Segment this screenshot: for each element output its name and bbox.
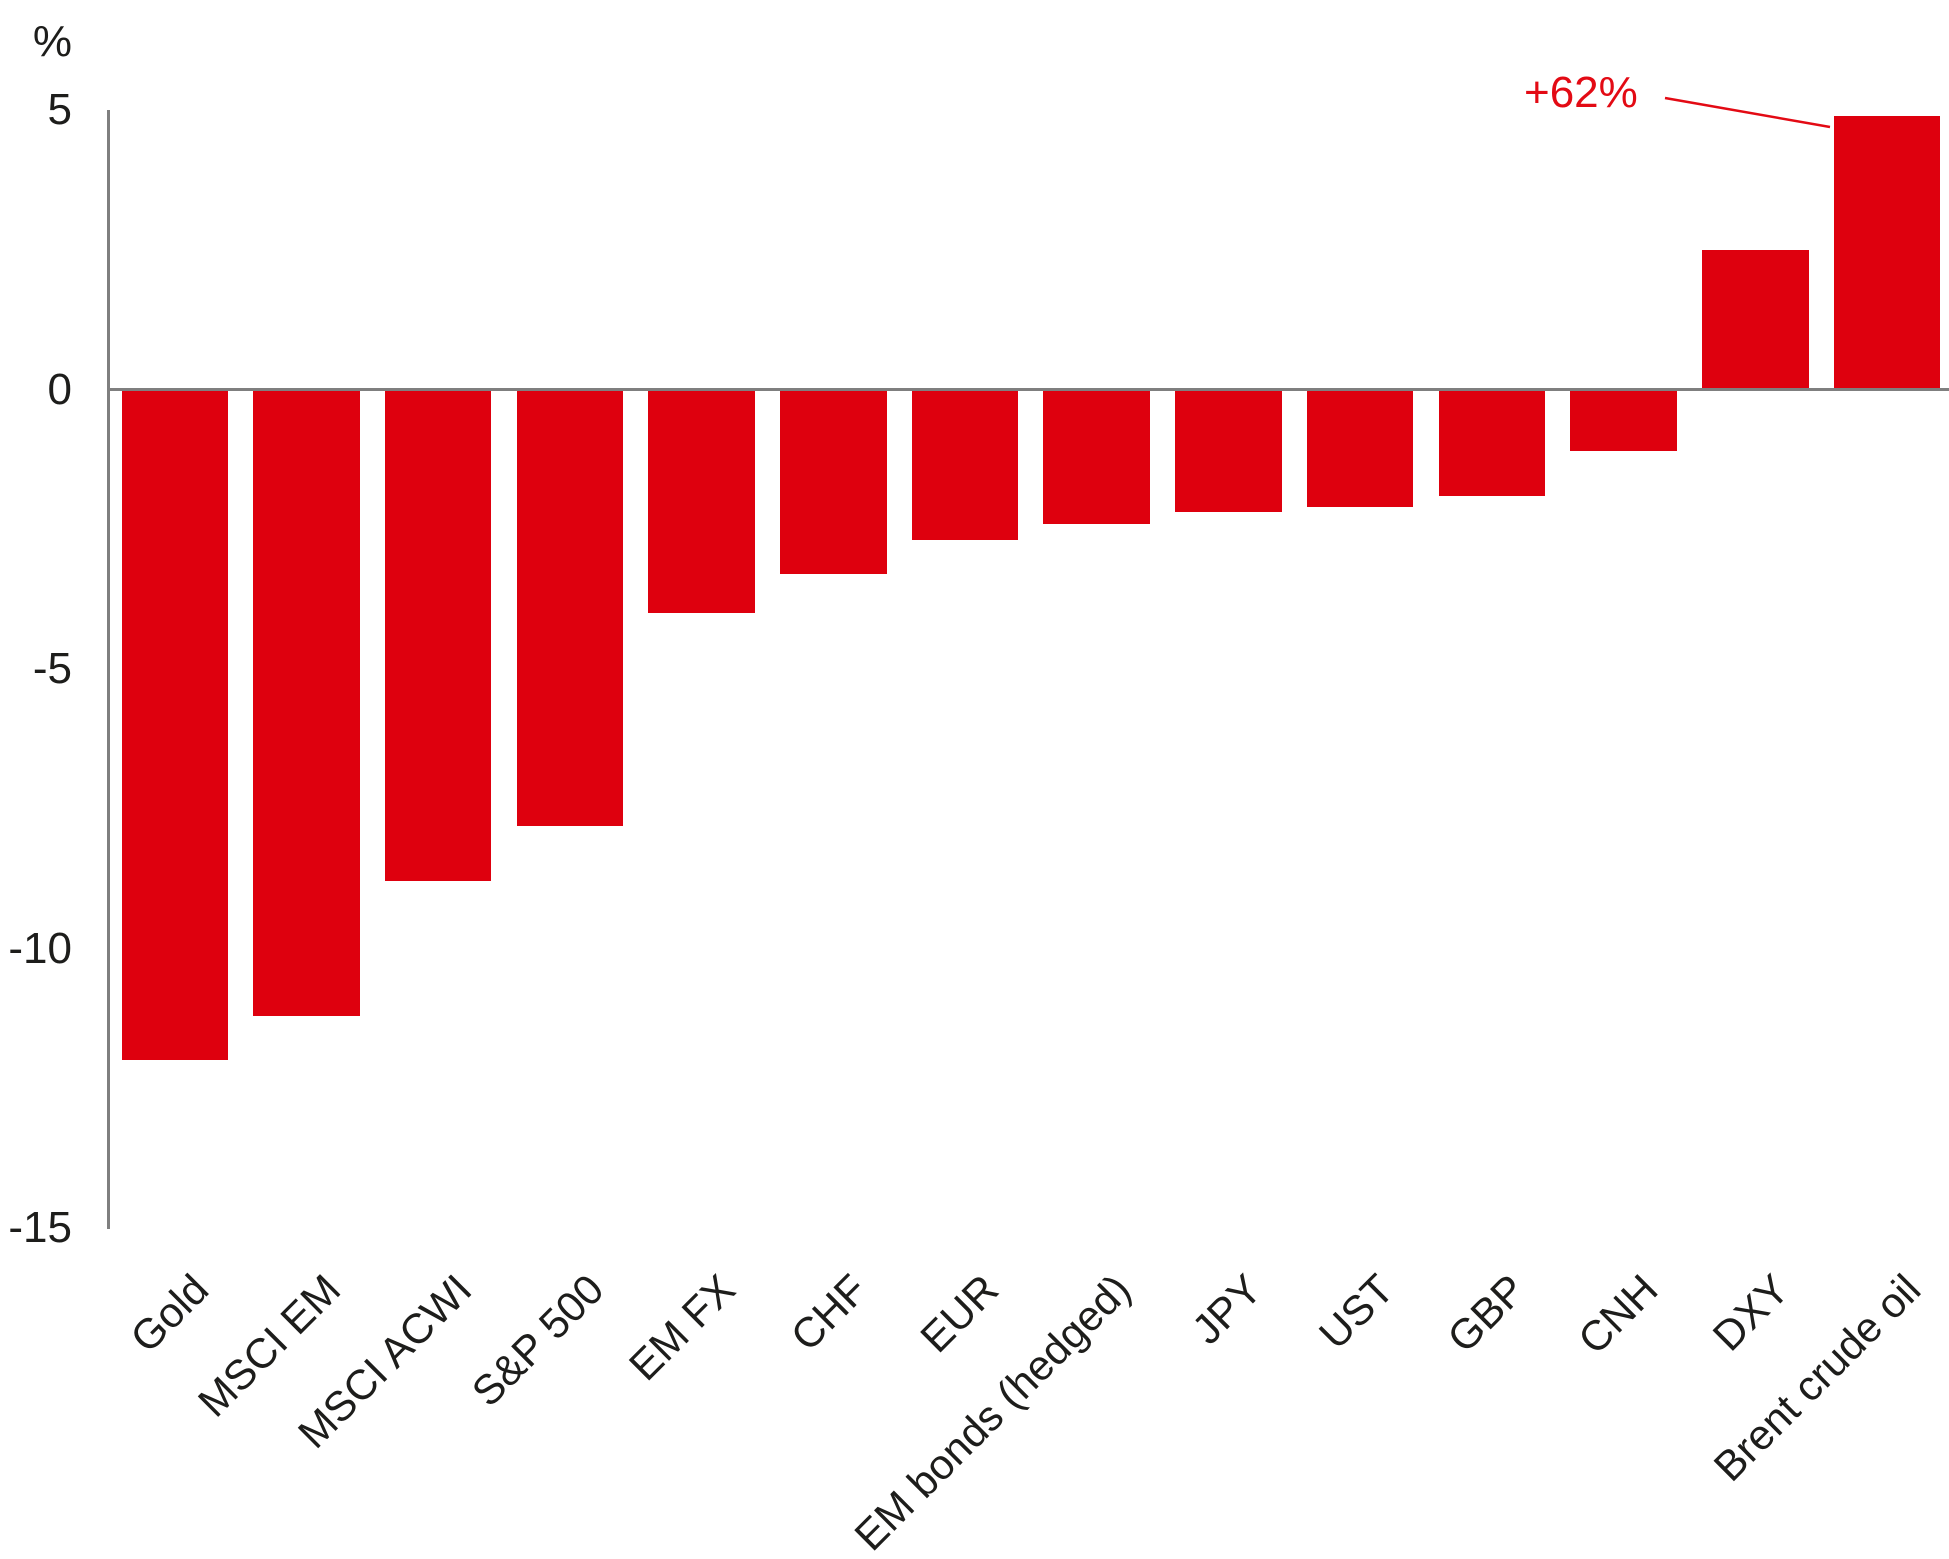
bar-jpy — [1175, 389, 1282, 513]
y-tick-label--15: -15 — [8, 1203, 72, 1252]
bar-s-p-500 — [516, 389, 624, 826]
x-tick-label-cnh: CNH — [1568, 1265, 1667, 1363]
y-tick-label--10: -10 — [8, 923, 72, 973]
zero-baseline — [107, 388, 1949, 391]
x-tick-label-eur: EUR — [911, 1265, 1008, 1362]
x-tick-label-dxy: DXY — [1703, 1265, 1798, 1360]
x-tick-label-s-p-500: S&P 500 — [462, 1265, 613, 1416]
bar-chf — [780, 389, 887, 574]
x-tick-label-jpy: JPY — [1183, 1265, 1271, 1353]
bar-eur — [911, 389, 1019, 541]
y-axis-unit-label: % — [32, 17, 72, 66]
bar-msci-acwi — [384, 389, 492, 882]
y-tick-label-5: 5 — [47, 85, 72, 134]
x-tick-label-gbp: GBP — [1438, 1265, 1535, 1362]
bar-gold — [121, 389, 228, 1061]
bar-em-bonds-hedged — [1043, 389, 1150, 524]
annotation-plus-62-percent: +62% — [1524, 68, 1638, 117]
bar-brent-crude-oil — [1833, 115, 1941, 390]
y-tick-label--5: -5 — [32, 644, 72, 693]
bar-ust — [1306, 389, 1414, 507]
bar-em-fx — [648, 389, 755, 614]
bar-msci-em — [253, 389, 360, 1016]
x-tick-label-gold: Gold — [121, 1265, 218, 1362]
bar-cnh — [1570, 389, 1677, 451]
bar-dxy — [1702, 249, 1809, 390]
x-tick-label-em-fx: EM FX — [620, 1265, 745, 1390]
y-axis-line — [107, 110, 110, 1229]
x-tick-label-ust: UST — [1310, 1265, 1403, 1358]
y-tick-label-0: 0 — [47, 364, 72, 414]
x-tick-label-chf: CHF — [781, 1265, 876, 1360]
bar-gbp — [1438, 389, 1546, 496]
